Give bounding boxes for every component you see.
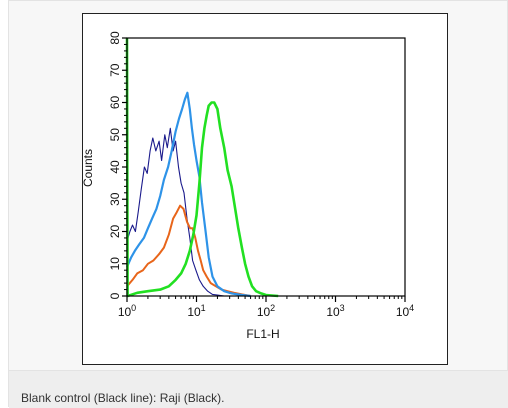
y-tick-label: 40 [108, 160, 122, 174]
y-tick-label: 30 [108, 192, 122, 206]
x-tick-label: 101 [187, 303, 205, 319]
y-tick-label: 70 [108, 63, 122, 77]
y-axis-label: Counts [81, 149, 95, 187]
x-axis-label: FL1-H [246, 327, 279, 341]
figure-caption: Blank control (Black line): Raji (Black)… [21, 391, 225, 405]
x-tick-label: 100 [118, 303, 136, 319]
series-line-4 [125, 37, 279, 298]
y-tick-label: 10 [108, 257, 122, 271]
y-tick-label: 60 [108, 96, 122, 110]
y-tick-label: 0 [108, 292, 122, 299]
y-tick-label: 20 [108, 225, 122, 239]
y-tick-label: 80 [108, 31, 122, 45]
y-tick-label: 50 [108, 128, 122, 142]
caption-bar: Blank control (Black line): Raji (Black)… [9, 370, 508, 408]
series-line-3 [125, 91, 251, 298]
figure-panel: Blank control (Black line): Raji (Black)… [8, 0, 508, 408]
x-tick-label: 102 [257, 303, 275, 319]
series-line-1 [126, 127, 225, 297]
x-tick-label: 104 [396, 303, 414, 319]
x-tick-label: 103 [326, 303, 344, 319]
figure-frame [82, 13, 448, 365]
